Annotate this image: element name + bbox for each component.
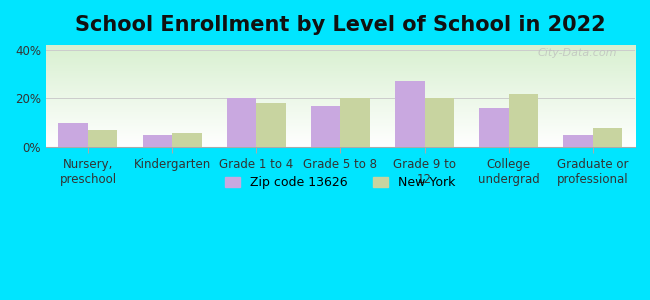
- Bar: [509, 94, 538, 147]
- Bar: [564, 135, 593, 147]
- Bar: [311, 106, 341, 147]
- Bar: [227, 98, 256, 147]
- Text: City-Data.com: City-Data.com: [538, 48, 618, 58]
- Title: School Enrollment by Level of School in 2022: School Enrollment by Level of School in …: [75, 15, 606, 35]
- Bar: [256, 103, 286, 147]
- Bar: [142, 135, 172, 147]
- Bar: [424, 98, 454, 147]
- Bar: [479, 108, 509, 147]
- Bar: [593, 128, 623, 147]
- Bar: [58, 123, 88, 147]
- Bar: [395, 81, 424, 147]
- Legend: Zip code 13626, New York: Zip code 13626, New York: [220, 171, 460, 194]
- Bar: [341, 98, 370, 147]
- Bar: [172, 133, 202, 147]
- Bar: [88, 130, 118, 147]
